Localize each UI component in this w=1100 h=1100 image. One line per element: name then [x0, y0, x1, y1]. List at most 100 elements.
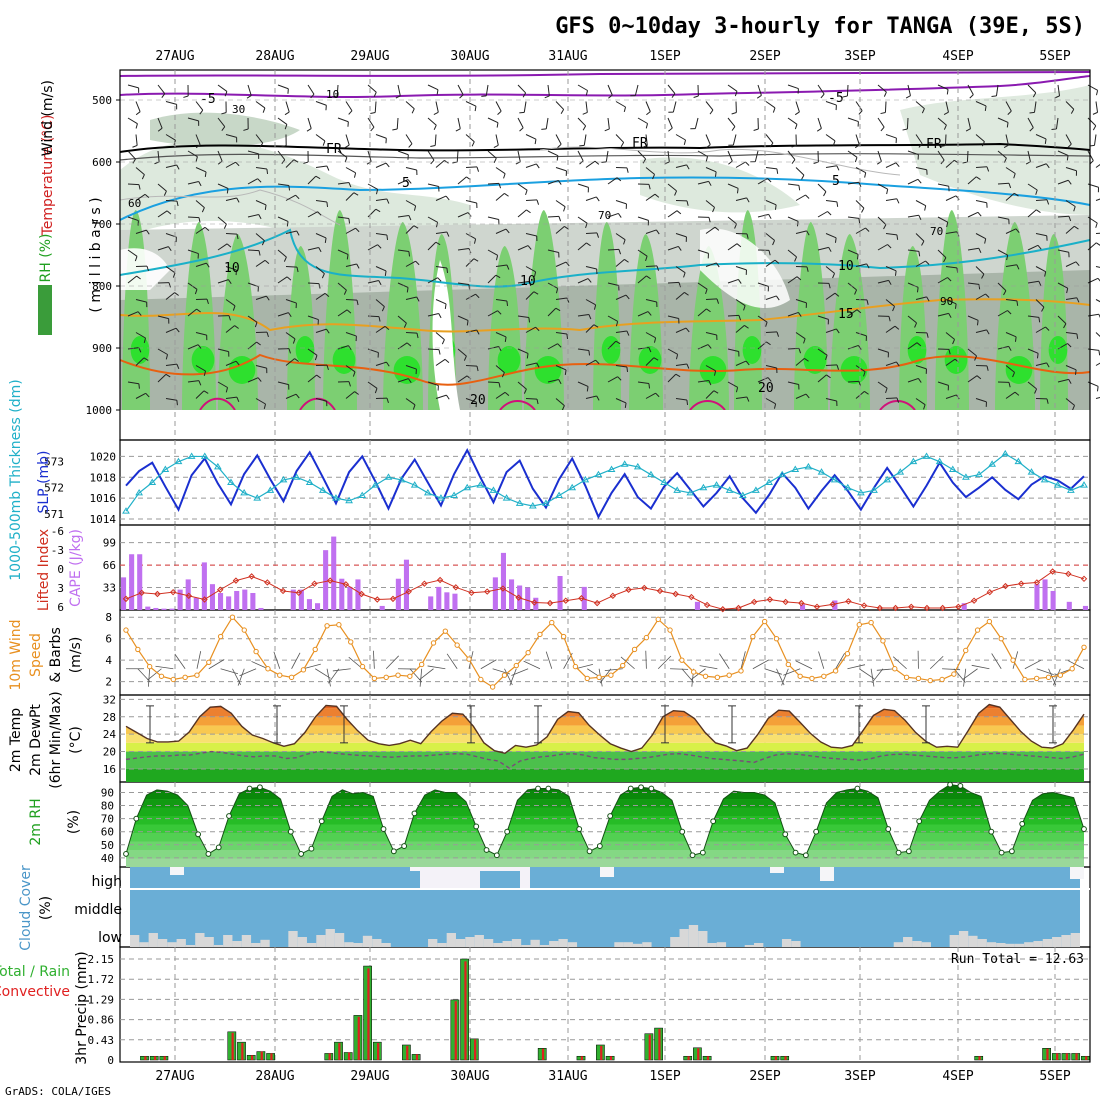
rh-point: [195, 831, 202, 838]
wind-barb: [405, 200, 416, 207]
wind-barb: [975, 293, 986, 300]
wind-point: [300, 667, 307, 673]
wind-barb: [527, 245, 532, 250]
li-point: [138, 589, 145, 596]
wind-barb: [825, 233, 837, 239]
wind-barb: [907, 315, 917, 324]
wind-barb: [465, 200, 477, 204]
wind-barb: [465, 365, 478, 367]
wind-barb: [1014, 192, 1019, 197]
wind-barb: [197, 344, 202, 349]
wind-barb: [645, 392, 656, 399]
thickness-point: [1040, 475, 1049, 483]
rh-point: [947, 781, 953, 788]
contour-labels: -5 -5 FR FR FR 5 5 10 10 10 15 20 20 10 …: [128, 88, 953, 408]
wind-barb: [945, 159, 955, 168]
surface-barb: [929, 655, 944, 670]
svg-text:Wind (m/s): Wind (m/s): [40, 80, 56, 156]
wind-point: [489, 684, 496, 690]
wind-barb: [715, 262, 720, 268]
wind-barb: [495, 101, 502, 112]
wind-barb: [969, 94, 974, 99]
thickness-point: [345, 496, 353, 504]
wind-barb: [225, 299, 236, 307]
rh-band: [126, 799, 1084, 808]
wind-barb: [427, 183, 439, 187]
wind-barb: [765, 233, 775, 241]
wind-barb: [1065, 332, 1077, 335]
wind-barb: [595, 359, 600, 365]
wind-barb: [127, 84, 139, 89]
convective-bar: [658, 1028, 661, 1060]
wind-barb: [495, 332, 507, 338]
wind-barb: [1005, 299, 1017, 302]
wind-barb: [266, 295, 270, 301]
wind-barb: [886, 189, 889, 195]
wind-barb: [526, 353, 529, 359]
wind-barb: [727, 381, 738, 388]
wind-barb: [1054, 95, 1060, 99]
cape-bar: [500, 552, 506, 610]
wind-point: [584, 675, 590, 682]
thickness-point: [489, 486, 498, 493]
wind-barb: [705, 167, 717, 173]
wind-barb: [286, 276, 292, 281]
wind-point: [442, 628, 449, 634]
wind10m-label: 10m Wind: [8, 619, 24, 690]
low-cloud-bar: [130, 935, 140, 947]
rh-point: [246, 785, 253, 792]
wind-barb: [653, 337, 657, 343]
y-tick-label: 600: [92, 156, 112, 169]
wind-barb: [187, 308, 197, 317]
wind-barb: [225, 387, 229, 393]
wind-barb: [1057, 249, 1069, 253]
wind-barb: [975, 134, 985, 142]
rh-point: [504, 828, 511, 835]
wind-barb: [667, 373, 677, 383]
low-cloud-bar: [921, 942, 931, 947]
cape-bar: [1066, 601, 1072, 610]
wind-barb: [547, 150, 559, 157]
rh-point: [473, 823, 480, 830]
wind-barb: [877, 381, 888, 389]
wind-barb: [744, 325, 749, 329]
wind-barb: [132, 158, 136, 164]
wind-barb: [345, 299, 358, 301]
wind-barb: [525, 362, 537, 366]
convective-bar: [580, 1056, 583, 1060]
wind-barb: [413, 225, 419, 229]
wind-barb: [397, 214, 409, 218]
convective-bar: [648, 1034, 651, 1060]
surface-barb: [962, 668, 978, 680]
rh-point: [885, 826, 892, 832]
wind-barb: [765, 134, 774, 144]
surface-barb: [645, 650, 647, 669]
wind-barb: [172, 272, 176, 278]
wind-barb: [588, 314, 592, 320]
wind-barb: [545, 117, 549, 129]
thickness-point: [174, 457, 183, 465]
wind-barb: [1045, 163, 1050, 169]
low-cloud-bar: [968, 935, 978, 947]
wind-barb: [915, 200, 926, 207]
low-cloud-bar: [903, 937, 913, 947]
wind-barb: [945, 266, 957, 269]
wind-point: [832, 668, 839, 674]
wind-barb: [817, 246, 829, 251]
temp2m-label: 2m Temp: [8, 708, 24, 772]
rh-unit-label: (%): [66, 810, 82, 834]
temp-band: [126, 768, 1084, 782]
panel-frame: [119, 609, 1091, 696]
wind-barb: [616, 177, 622, 182]
wind-barb: [854, 157, 858, 163]
thickness-point: [1027, 468, 1036, 475]
wind-barb: [165, 327, 177, 333]
wind-point: [371, 675, 378, 682]
wind-barb: [247, 377, 259, 383]
contour-label: -5: [828, 91, 844, 106]
wind-barb: [1057, 378, 1069, 383]
wind-barb: [127, 216, 139, 222]
wind-barb: [967, 348, 977, 357]
wind-barb: [381, 306, 385, 312]
wind-barb: [885, 162, 897, 168]
